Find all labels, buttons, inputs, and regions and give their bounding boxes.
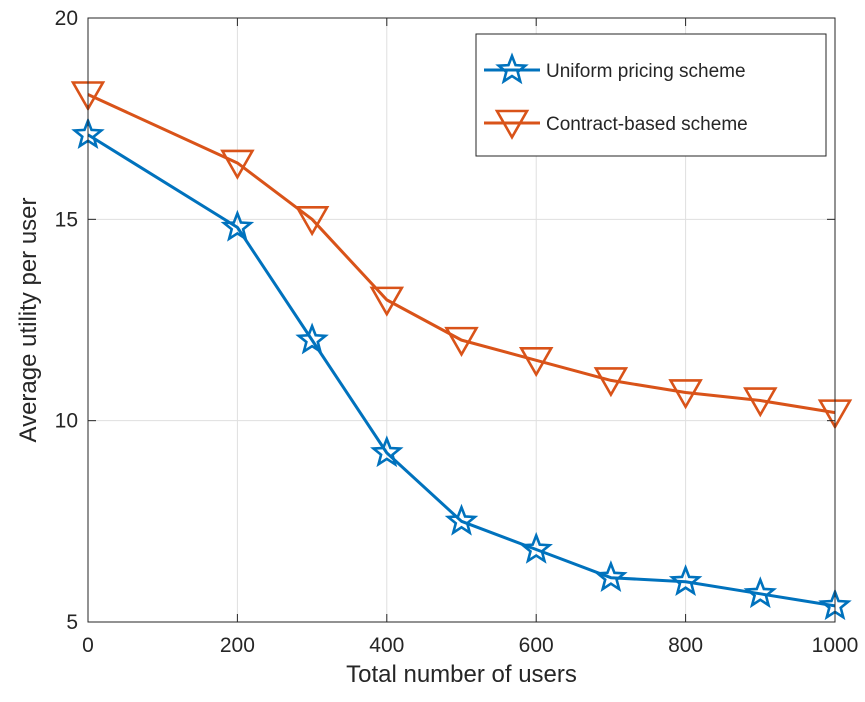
data-point bbox=[295, 322, 329, 355]
data-point bbox=[594, 560, 628, 592]
legend-label: Contract-based scheme bbox=[546, 114, 748, 135]
y-axis-label: Average utility per user bbox=[15, 197, 42, 442]
data-point bbox=[294, 206, 330, 237]
data-point bbox=[743, 387, 778, 418]
legend-marker bbox=[495, 52, 529, 85]
legend-entry-1: Uniform pricing scheme bbox=[484, 52, 746, 85]
data-point bbox=[593, 367, 629, 398]
y-tick-label: 10 bbox=[55, 410, 78, 433]
y-tick-label: 20 bbox=[55, 7, 78, 30]
series-line bbox=[87, 93, 836, 415]
data-point bbox=[369, 286, 405, 317]
data-point bbox=[220, 209, 255, 242]
series-line bbox=[87, 133, 836, 608]
x-tick-label: 200 bbox=[220, 634, 255, 657]
plot-frame bbox=[87, 17, 836, 623]
x-tick-label: 600 bbox=[519, 634, 554, 657]
y-tick-label: 15 bbox=[55, 208, 78, 231]
data-point bbox=[220, 149, 255, 180]
legend-entry-2: Contract-based scheme bbox=[484, 109, 748, 140]
x-tick-label: 1000 bbox=[812, 634, 859, 657]
legend: Uniform pricing scheme Contract-based sch… bbox=[475, 33, 827, 157]
y-tick-label: 5 bbox=[66, 611, 78, 634]
data-point bbox=[444, 326, 479, 358]
x-tick-label: 400 bbox=[369, 634, 404, 657]
legend-label: Uniform pricing scheme bbox=[546, 61, 746, 82]
series-layer bbox=[70, 81, 853, 621]
data-point bbox=[668, 379, 703, 410]
legend-box bbox=[475, 33, 827, 157]
legend-marker bbox=[494, 109, 530, 140]
axis-ticks: 0 200 400 600 800 1000 5 10 15 20 bbox=[55, 7, 859, 657]
data-point bbox=[370, 435, 404, 468]
x-tick-label: 800 bbox=[668, 634, 703, 657]
data-point bbox=[444, 503, 479, 536]
data-point bbox=[743, 576, 778, 609]
series-1 bbox=[71, 117, 852, 621]
x-axis-label: Total number of users bbox=[346, 661, 577, 688]
data-point bbox=[519, 531, 553, 564]
x-tick-label: 0 bbox=[82, 634, 94, 657]
data-point bbox=[518, 346, 554, 378]
data-point bbox=[668, 564, 703, 596]
legend-entries: Uniform pricing scheme Contract-based sch… bbox=[484, 52, 748, 140]
